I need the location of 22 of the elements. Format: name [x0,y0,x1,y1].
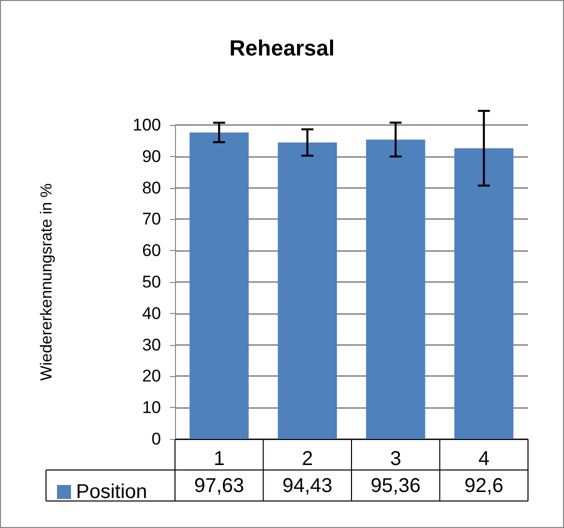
y-tick-label: 50 [142,272,161,292]
legend-label: Position [76,481,148,503]
x-tick-label: 4 [478,448,490,470]
y-tick-label: 30 [142,335,161,354]
data-label: 92,6 [464,475,504,497]
x-tick-label: 2 [302,448,313,470]
data-label: 95,36 [370,475,421,497]
y-axis-title: Wiedererkennungsrate in % [38,183,56,381]
y-tick-label: 80 [142,178,161,198]
y-tick-label: 90 [142,146,161,166]
x-tick-label: 1 [214,448,225,470]
data-label: 94,43 [282,475,332,497]
y-tick-label: 10 [142,398,161,418]
y-tick-label: 0 [152,430,161,448]
y-tick-label: 60 [142,241,161,260]
y-tick-label: 40 [142,304,161,323]
data-label: 97,63 [194,475,244,497]
chart-title: Rehearsal [229,36,335,60]
y-tick-label: 20 [142,366,161,386]
x-tick-label: 3 [390,448,402,470]
y-tick-label: 100 [132,116,161,134]
y-tick-label: 70 [142,210,161,229]
